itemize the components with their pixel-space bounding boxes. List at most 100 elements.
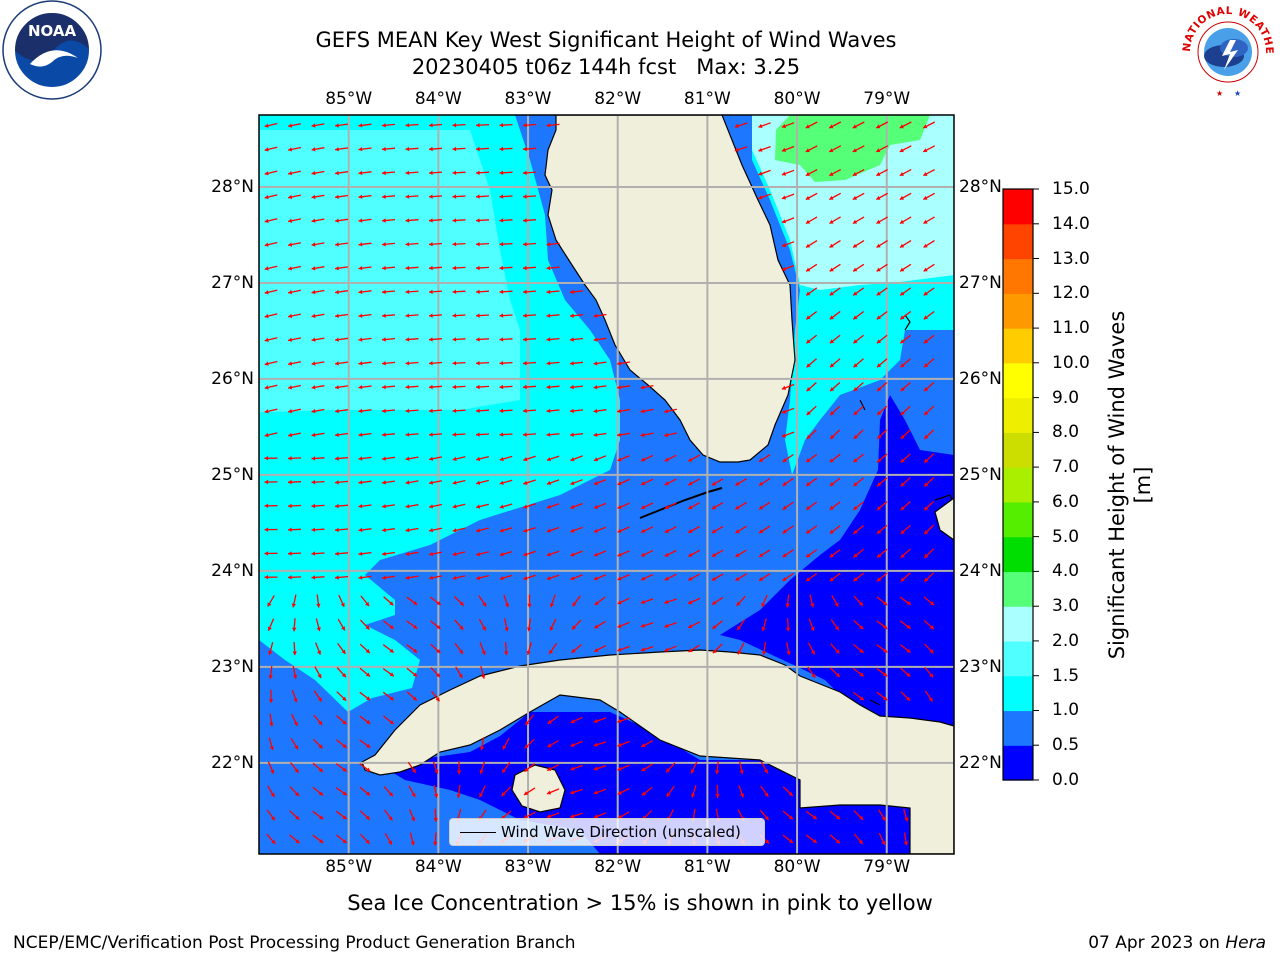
wave-direction-arrow <box>924 643 934 654</box>
wave-direction-arrow <box>546 313 560 318</box>
wave-direction-arrow <box>805 192 818 201</box>
wave-direction-arrow <box>805 810 818 820</box>
wind-wave-direction-arrows <box>264 121 936 846</box>
wave-direction-arrow <box>337 643 346 655</box>
wave-direction-arrow <box>264 360 278 366</box>
wave-direction-arrow <box>570 740 583 747</box>
wave-direction-arrow <box>664 454 677 462</box>
wave-direction-arrow <box>640 454 654 462</box>
wave-direction-arrow <box>570 455 583 462</box>
wave-direction-arrow <box>335 408 348 414</box>
wave-direction-arrow <box>923 287 935 296</box>
wave-direction-arrow <box>264 479 278 485</box>
wave-direction-arrow <box>853 595 864 607</box>
wave-direction-arrow <box>291 594 297 608</box>
colorbar-segment <box>1003 258 1033 294</box>
wave-direction-arrow <box>405 313 419 318</box>
colorbar-label: Significant Height of Wind Waves [m] <box>1105 310 1155 660</box>
wave-direction-arrow <box>335 763 348 773</box>
wave-direction-arrow <box>570 550 583 557</box>
wave-direction-arrow <box>501 762 511 774</box>
legend-label: Wind Wave Direction (unscaled) <box>501 823 741 841</box>
wave-direction-arrow <box>522 146 537 152</box>
wave-direction-arrow <box>405 194 419 199</box>
wave-direction-arrow <box>264 456 278 461</box>
wave-direction-arrow <box>312 762 324 773</box>
wave-direction-arrow <box>358 408 372 414</box>
wave-direction-arrow <box>853 429 864 440</box>
wave-direction-arrow <box>264 289 278 295</box>
colorbar-segment <box>1003 397 1033 433</box>
date-text: 07 Apr 2023 <box>1088 933 1194 953</box>
wave-direction-arrow <box>289 786 300 797</box>
wave-direction-arrow <box>523 479 536 485</box>
wave-direction-arrow <box>923 548 935 559</box>
wave-direction-arrow <box>522 361 537 366</box>
wave-direction-arrow <box>829 310 841 320</box>
wave-direction-arrow <box>829 216 841 225</box>
map-title: GEFS MEAN Key West Significant Height of… <box>315 28 897 52</box>
wave-direction-arrow <box>335 361 348 366</box>
wave-direction-arrow <box>268 665 273 679</box>
wave-direction-arrow <box>640 598 654 604</box>
wave-direction-arrow <box>923 620 935 630</box>
wave-direction-arrow <box>570 574 583 581</box>
wave-direction-arrow <box>758 573 771 582</box>
wave-direction-arrow <box>428 480 443 485</box>
wave-direction-arrow <box>358 242 372 247</box>
wave-direction-arrow <box>264 146 278 152</box>
wave-direction-arrow <box>405 265 419 271</box>
wave-direction-arrow <box>546 788 560 795</box>
land-bahamas <box>859 314 954 706</box>
wave-direction-arrow <box>381 313 396 318</box>
wave-direction-arrow <box>711 525 724 534</box>
wave-direction-arrow <box>452 170 466 175</box>
wave-direction-arrow <box>382 527 395 533</box>
wave-direction-arrow <box>453 596 465 606</box>
wave-direction-arrow <box>782 572 794 582</box>
wave-direction-arrow <box>760 785 769 798</box>
wave-direction-arrow <box>617 811 630 820</box>
wave-direction-arrow <box>452 194 466 199</box>
lon-tick-label-top: 81°W <box>683 89 731 109</box>
wave-direction-arrow <box>617 478 630 486</box>
colorbar-segment <box>1003 293 1033 329</box>
wave-direction-arrow <box>479 737 485 751</box>
wave-direction-arrow <box>335 810 348 820</box>
wave-direction-arrow <box>711 502 724 510</box>
lat-tick-label-left: 28°N <box>211 176 254 197</box>
wave-direction-arrow <box>761 642 767 656</box>
lon-tick-label-bottom: 85°W <box>325 857 373 877</box>
wave-direction-arrow <box>852 192 865 201</box>
wave-direction-arrow <box>358 218 372 223</box>
wave-direction-arrow <box>264 551 278 556</box>
wave-direction-arrow <box>546 123 560 128</box>
wave-direction-arrow <box>736 595 746 607</box>
wave-direction-arrow <box>382 691 395 701</box>
wave-direction-arrow <box>382 551 395 556</box>
wave-direction-arrow <box>664 408 677 414</box>
wave-direction-arrow <box>805 525 818 534</box>
wave-direction-arrow <box>504 618 509 632</box>
wave-direction-arrow <box>852 524 865 535</box>
wave-direction-arrow <box>499 146 513 152</box>
wave-direction-arrow <box>311 170 325 176</box>
wave-direction-arrow <box>876 240 888 248</box>
wave-direction-arrow <box>268 737 274 751</box>
wave-direction-arrow <box>452 551 466 557</box>
wave-direction-arrow <box>360 833 370 845</box>
wave-direction-arrow <box>428 146 443 152</box>
wave-direction-arrow <box>546 361 560 366</box>
lat-tick-label-right: 28°N <box>959 176 1002 197</box>
wave-direction-arrow <box>876 477 888 487</box>
colorbar-tick-label: 1.5 <box>1052 665 1080 686</box>
wave-direction-arrow <box>903 832 909 846</box>
wave-direction-arrow <box>499 574 513 581</box>
wave-direction-arrow <box>382 668 395 677</box>
wave-direction-arrow <box>829 263 841 272</box>
wave-direction-arrow <box>499 384 513 390</box>
wave-direction-arrow <box>828 121 842 129</box>
wave-direction-arrow <box>806 358 817 368</box>
wave-direction-arrow <box>852 310 865 320</box>
wave-direction-arrow <box>523 455 536 462</box>
